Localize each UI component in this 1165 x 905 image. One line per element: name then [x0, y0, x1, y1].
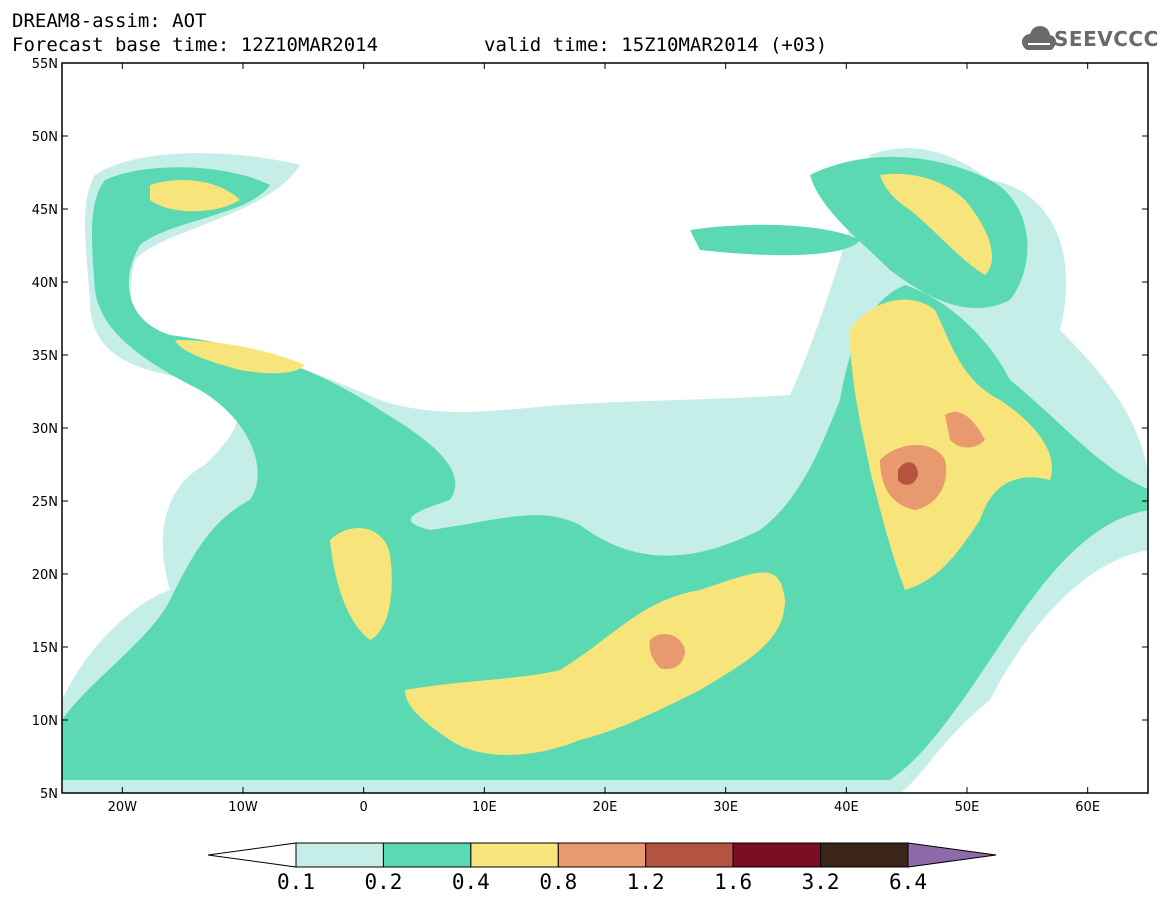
valid-time: valid time: 15Z10MAR2014 (+03): [484, 34, 828, 56]
colorbar-swatch: [820, 842, 909, 868]
lat-tick-label: 5N: [40, 787, 58, 802]
lon-tick-label: 10E: [472, 800, 497, 815]
colorbar-swatch: [732, 842, 822, 868]
colorbar-swatch: [382, 842, 472, 868]
colorbar-swatch: [470, 842, 559, 868]
cloud-icon: [1022, 26, 1056, 50]
lat-tick-label: 10N: [32, 714, 58, 729]
colorbar-level-label: 6.4: [889, 870, 927, 894]
lat-tick-label: 40N: [32, 276, 58, 291]
lat-tick-label: 45N: [32, 203, 58, 218]
aot-contour-0.4: [150, 180, 240, 212]
colorbar-under-arrow: [207, 842, 297, 868]
lat-tick-label: 50N: [32, 130, 58, 145]
lon-tick-label: 50E: [955, 800, 980, 815]
lon-tick-label: 30E: [713, 800, 738, 815]
lon-tick-label: 20E: [593, 800, 618, 815]
axis-tick-labels: 20W 10W 0 10E 20E 30E 40E 50E 60E 55N 50N 45N 40N 35N…: [32, 57, 1100, 815]
lat-tick-label: 35N: [32, 349, 58, 364]
colorbar-swatch: [295, 842, 384, 868]
colorbar: 0.1 0.2 0.4 0.8 1.2 1.6 3.2 6.4: [207, 842, 997, 894]
colorbar-level-label: 0.2: [364, 870, 402, 894]
lon-tick-label: 40E: [834, 800, 859, 815]
colorbar-swatch: [557, 842, 647, 868]
lat-tick-label: 25N: [32, 495, 58, 510]
colorbar-level-label: 1.6: [714, 870, 752, 894]
lat-tick-label: 15N: [32, 641, 58, 656]
lat-tick-label: 55N: [32, 57, 58, 72]
colorbar-level-label: 3.2: [802, 870, 840, 894]
aot-field: [62, 148, 1148, 793]
aot-contour-0.2: [62, 167, 1148, 780]
lon-tick-label: 0: [360, 800, 368, 815]
seevccc-logo: [1022, 26, 1056, 50]
lon-tick-label: 20W: [108, 800, 138, 815]
map-title: DREAM8-assim: AOT: [12, 10, 207, 32]
lat-tick-label: 20N: [32, 568, 58, 583]
lon-tick-label: 10W: [228, 800, 258, 815]
aot-contour-1.2: [898, 462, 918, 485]
colorbar-level-label: 0.1: [277, 870, 315, 894]
logo-text: SEEVCCC: [1054, 27, 1159, 51]
forecast-base-time: Forecast base time: 12Z10MAR2014: [12, 34, 379, 56]
lat-tick-label: 30N: [32, 422, 58, 437]
lon-tick-label: 60E: [1075, 800, 1100, 815]
axis-ticks: [62, 62, 1148, 794]
colorbar-level-label: 0.8: [539, 870, 577, 894]
colorbar-swatch: [645, 842, 734, 868]
map-frame: [61, 62, 1149, 794]
colorbar-level-label: 0.4: [452, 870, 490, 894]
colorbar-level-label: 1.2: [627, 870, 665, 894]
colorbar-over-arrow: [907, 842, 997, 868]
aot-contour-0.8: [880, 445, 947, 510]
aot-contour-0.1: [62, 148, 1148, 793]
